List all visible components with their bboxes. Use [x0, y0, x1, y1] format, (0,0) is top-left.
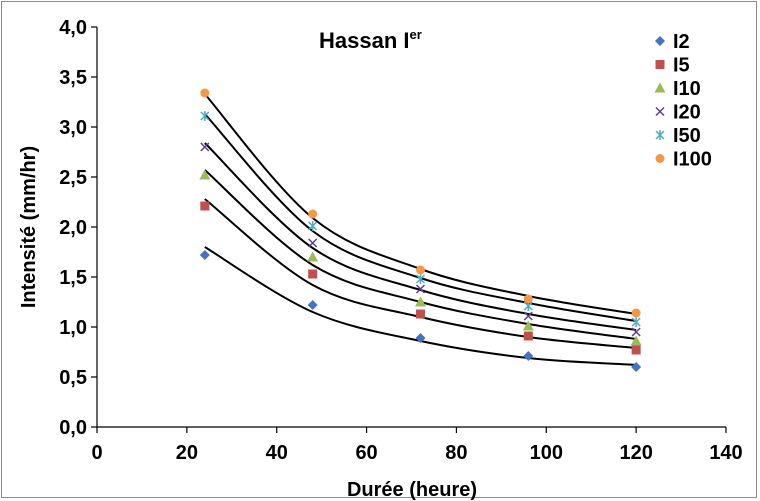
legend-marker-i50 [655, 130, 665, 140]
x-tick-label: 0 [91, 442, 102, 464]
data-point-i20 [631, 327, 641, 337]
data-point-i100 [200, 88, 210, 98]
chart-title: Hassan Ier [319, 27, 422, 53]
legend-label-i100: I100 [673, 149, 712, 171]
data-point-i2 [415, 333, 426, 343]
y-tick-label: 0,0 [59, 417, 87, 439]
trendlines [204, 93, 637, 366]
y-axis-title: Intensité (mm/hr) [18, 146, 40, 308]
data-point-i10 [414, 296, 426, 307]
data-point-i10 [630, 335, 642, 346]
y-tick-label: 2,5 [59, 167, 87, 189]
y-tick-label: 1,0 [59, 317, 87, 339]
legend-label-i50: I50 [673, 125, 701, 147]
data-points [199, 88, 642, 372]
data-point-i5 [415, 309, 425, 319]
trendline-i100 [204, 93, 637, 315]
y-tick-label: 4,0 [59, 17, 87, 39]
tick-labels: 0,0 0,5 1,0 1,5 2,0 2,5 3,0 3,5 4,0 0 20 40 60 80 100 1… [59, 17, 743, 464]
data-point-i5 [631, 345, 641, 355]
data-point-i10 [522, 320, 534, 331]
legend-label-i20: I20 [673, 102, 701, 124]
data-point-i50 [415, 274, 426, 284]
data-point-i2 [631, 362, 642, 372]
data-point-i5 [200, 201, 210, 211]
y-tick-label: 0,5 [59, 367, 87, 389]
data-point-i2 [523, 351, 534, 361]
legend-marker-i10 [654, 82, 666, 93]
data-point-i20 [308, 238, 318, 248]
data-point-i20 [200, 142, 210, 152]
data-point-i100 [415, 265, 425, 275]
data-point-i20 [523, 311, 533, 321]
legend-marker-i5 [655, 60, 665, 69]
x-axis-title: Durée (heure) [347, 479, 477, 501]
data-point-i20 [415, 284, 426, 294]
x-tick-label: 80 [445, 442, 467, 464]
data-point-i100 [631, 308, 641, 318]
y-tick-label: 3,0 [59, 117, 87, 139]
data-point-i5 [308, 269, 318, 279]
data-point-i2 [307, 300, 318, 310]
y-tick-label: 3,5 [59, 67, 87, 89]
data-point-i50 [200, 111, 210, 121]
x-tick-label: 40 [266, 442, 288, 464]
y-tick-label: 2,0 [59, 217, 87, 239]
data-point-i2 [199, 250, 210, 260]
data-point-i50 [631, 317, 641, 327]
legend-marker-i2 [655, 36, 665, 46]
legend-marker-i100 [655, 154, 665, 163]
legend-label-i2: I2 [673, 31, 690, 53]
legend-label-i5: I5 [673, 55, 690, 77]
axes [91, 26, 727, 433]
data-point-i5 [523, 331, 533, 341]
legend-marker-i20 [655, 106, 665, 117]
x-tick-label: 140 [709, 442, 742, 464]
x-tick-label: 120 [619, 442, 652, 464]
data-point-i100 [523, 294, 533, 304]
y-tick-label: 1,5 [59, 267, 87, 289]
data-point-i50 [308, 221, 318, 231]
data-point-i10 [199, 169, 211, 180]
x-tick-label: 20 [176, 442, 198, 464]
x-tick-label: 60 [355, 442, 377, 464]
x-tick-label: 100 [530, 442, 563, 464]
data-point-i100 [308, 209, 318, 219]
legend-label-i10: I10 [673, 78, 701, 100]
data-point-i10 [307, 251, 319, 262]
